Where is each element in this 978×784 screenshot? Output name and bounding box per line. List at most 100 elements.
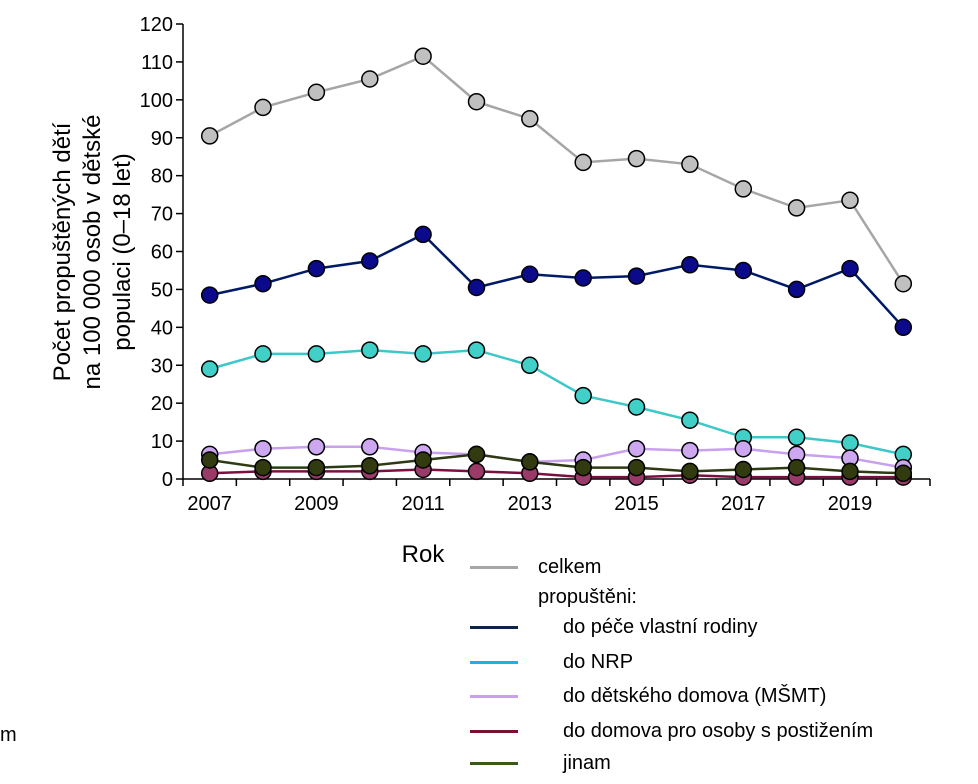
chart-axes (182, 24, 930, 480)
legend-item: do dětského domova (MŠMT) (470, 684, 978, 708)
data-point (467, 278, 486, 297)
legend-label: do péče vlastní rodiny (563, 616, 758, 638)
data-point (787, 199, 806, 217)
data-point (307, 259, 326, 278)
data-point (361, 438, 379, 456)
data-point (414, 345, 432, 363)
y-tick-label: 100 (140, 90, 173, 112)
data-point (627, 439, 646, 458)
data-point (414, 225, 432, 244)
data-point (467, 462, 486, 481)
legend-item: jinam (470, 751, 978, 775)
data-point (307, 458, 326, 477)
legend-swatch (470, 762, 518, 765)
data-point (521, 110, 539, 128)
legend-swatch (470, 730, 518, 733)
data-point (894, 274, 913, 293)
legend-item: do péče vlastní rodiny (470, 615, 978, 639)
x-tick-label: 2015 (614, 493, 659, 515)
data-point (627, 149, 646, 168)
data-point (307, 83, 326, 102)
legend-subheading: propuštěni: (538, 586, 637, 608)
x-tick-label: 2013 (508, 493, 553, 515)
legend-item: do NRP (470, 650, 978, 674)
data-point (734, 460, 753, 479)
data-point (894, 464, 913, 483)
series-2 (200, 341, 913, 464)
data-point (681, 441, 699, 460)
y-tick-label: 20 (151, 393, 173, 415)
y-axis-ticks: 0 10 20 30 40 50 60 70 80 90 100 110 120 (140, 14, 183, 491)
data-point (200, 360, 219, 378)
y-tick-label: 110 (141, 52, 173, 74)
y-tick-label: 0 (162, 469, 173, 491)
y-axis-label-line: na 100 000 osob v dětské (79, 115, 106, 390)
y-axis-label-line: Počet propuštěných dětí (49, 122, 76, 381)
data-point (787, 458, 806, 477)
legend-swatch (470, 566, 518, 569)
data-point (574, 458, 592, 477)
data-point (841, 462, 859, 481)
legend-label: jinam (563, 752, 611, 774)
x-axis-label: Rok (402, 541, 446, 568)
y-axis-label: Počet propuštěných dětí na 100 000 osob v… (49, 115, 136, 390)
data-point (200, 451, 219, 469)
legend-swatch (470, 626, 518, 629)
series-line (209, 445, 904, 469)
data-point (254, 274, 272, 293)
series-line (209, 232, 905, 329)
chart-series (200, 47, 913, 486)
data-point (841, 434, 859, 452)
data-point (361, 341, 379, 359)
data-point (361, 252, 379, 270)
legend-swatch (470, 661, 518, 664)
data-point (787, 428, 806, 447)
series-line (209, 453, 904, 475)
series-line (209, 54, 905, 285)
data-point (307, 438, 326, 456)
cropped-legend-fragment: m (0, 724, 17, 746)
data-point (200, 286, 219, 304)
data-point (681, 155, 699, 174)
data-point (574, 153, 592, 172)
series-1 (200, 225, 913, 337)
series-line (209, 348, 904, 456)
y-tick-label: 40 (151, 317, 173, 339)
data-point (254, 345, 272, 363)
x-tick-label: 2009 (294, 493, 339, 515)
legend-item: celkem (470, 555, 978, 579)
data-point (467, 445, 486, 464)
series-0 (200, 47, 913, 293)
data-point (467, 92, 486, 111)
x-axis-ticks: 2007 2009 2011 2013 2015 2017 2019 (182, 479, 931, 515)
data-point (521, 265, 539, 284)
data-point (521, 356, 539, 375)
x-tick-label: 2019 (828, 493, 873, 515)
x-tick-label: 2011 (402, 493, 445, 515)
data-point (574, 269, 592, 287)
legend-label: do NRP (563, 651, 634, 673)
legend-label: do dětského domova (MŠMT) (563, 685, 827, 707)
data-point (627, 267, 646, 285)
data-point (681, 462, 699, 481)
data-point (574, 386, 592, 405)
data-point (361, 456, 379, 475)
series-line (209, 468, 904, 479)
legend-label: do domova pro osoby s postižením (563, 720, 874, 742)
data-point (254, 458, 272, 477)
chart-legend: celkem propuštěni: do péče vlastní rodiny d… (470, 555, 978, 784)
x-tick-label: 2007 (187, 493, 232, 515)
legend-label: celkem (538, 556, 602, 578)
y-tick-label: 70 (151, 204, 173, 226)
data-point (307, 345, 326, 363)
data-point (414, 451, 432, 469)
data-point (627, 458, 646, 477)
data-point (681, 256, 699, 274)
data-point (254, 98, 272, 117)
x-tick-label: 2017 (721, 493, 766, 515)
y-tick-label: 80 (151, 166, 173, 188)
data-point (734, 261, 753, 280)
y-tick-label: 50 (151, 279, 173, 301)
data-point (734, 439, 753, 458)
